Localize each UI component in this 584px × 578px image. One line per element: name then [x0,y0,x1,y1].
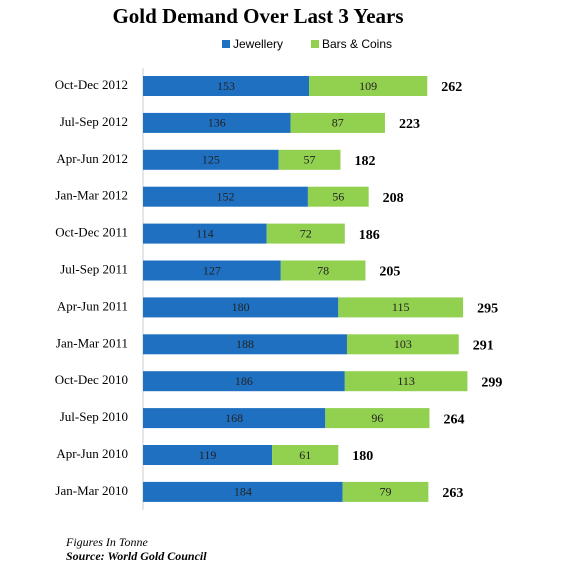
bar-segment [344,371,468,392]
bar-segment [266,223,345,244]
data-label: 114 [196,226,214,240]
note: Figures In Tonne [65,535,148,549]
data-label: 168 [225,411,243,425]
data-label: 57 [304,153,316,167]
data-label: 87 [332,116,344,130]
data-label: 125 [202,153,220,167]
total-label: 186 [359,228,380,243]
data-label: 180 [232,300,250,314]
bar-segment [272,445,339,465]
data-label: 115 [392,300,410,314]
total-label: 262 [441,80,462,95]
bar-segment [307,186,369,207]
bar-segment [143,445,273,465]
y-tick-label: Oct-Dec 2012 [55,77,128,92]
bar-segment [143,223,267,244]
bar-segment [143,408,326,429]
bar-segment [325,408,430,429]
bar-segment [143,297,339,318]
data-label: 103 [394,337,412,351]
y-tick-label: Jan-Mar 2011 [56,335,128,350]
data-label: 188 [236,337,254,351]
bar-segment [309,76,428,96]
total-label: 223 [399,117,420,132]
bar-segment [143,112,291,133]
legend-label: Bars & Coins [322,37,392,51]
total-label: 299 [481,375,502,390]
source: Source: World Gold Council [66,549,207,563]
bar-segment [346,334,459,355]
data-label: 152 [216,189,234,203]
bar-segment [143,76,310,96]
data-label: 61 [299,448,311,462]
bar-segment [338,297,464,318]
y-tick-label: Jul-Sep 2011 [60,261,128,276]
legend-swatch [222,40,230,48]
bar-segment [278,149,341,170]
y-tick-label: Apr-Jun 2012 [56,151,128,166]
data-label: 109 [359,79,377,93]
bar-segment [143,371,345,392]
data-label: 136 [208,116,226,130]
chart-title: Gold Demand Over Last 3 Years [112,4,403,28]
data-label: 184 [234,485,252,499]
bar-segment [143,481,343,502]
y-tick-label: Oct-Dec 2011 [55,225,128,240]
total-label: 205 [379,265,400,280]
y-tick-label: Oct-Dec 2010 [55,372,128,387]
bar-segment [143,149,279,170]
y-tick-label: Apr-Jun 2010 [56,446,128,461]
total-label: 263 [442,486,463,501]
data-label: 72 [300,226,312,240]
total-label: 264 [443,412,464,427]
y-tick-label: Apr-Jun 2011 [57,298,128,313]
data-label: 113 [397,374,415,388]
total-label: 180 [352,449,373,464]
total-label: 208 [383,191,404,206]
bar-segment [143,260,281,281]
data-label: 96 [371,411,383,425]
bar-segment [290,112,385,133]
total-label: 182 [354,154,375,169]
total-label: 295 [477,302,498,317]
data-label: 186 [235,374,253,388]
bar-segment [143,334,347,355]
bar-segment [280,260,366,281]
legend-label: Jewellery [233,37,283,51]
total-label: 291 [473,339,494,354]
bar-segment [143,186,308,207]
y-tick-label: Jul-Sep 2010 [60,409,128,424]
data-label: 153 [217,79,235,93]
data-label: 79 [379,485,391,499]
data-label: 119 [199,448,217,462]
y-tick-label: Jul-Sep 2012 [60,114,128,129]
data-label: 78 [317,263,329,277]
data-label: 127 [203,263,221,277]
bar-segment [342,481,429,502]
data-label: 56 [332,189,344,203]
y-tick-label: Jan-Mar 2012 [55,188,128,203]
legend-swatch [311,40,319,48]
y-tick-label: Jan-Mar 2010 [55,483,128,498]
